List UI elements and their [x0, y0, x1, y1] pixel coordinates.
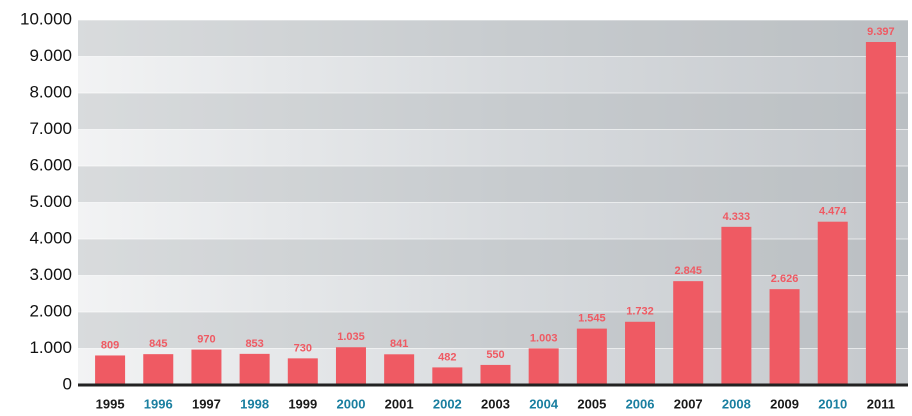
- x-tick-label: 1995: [96, 396, 125, 411]
- bar: [866, 42, 896, 385]
- value-label: 2.626: [771, 273, 799, 285]
- grid-band: [78, 20, 908, 57]
- y-tick-label: 0: [63, 374, 72, 393]
- x-tick-label: 1997: [192, 396, 221, 411]
- bar: [191, 350, 221, 385]
- bar: [288, 358, 318, 385]
- value-label: 841: [390, 338, 408, 350]
- x-tick-label: 2010: [818, 396, 847, 411]
- x-tick-label: 2009: [770, 396, 799, 411]
- bar: [577, 329, 607, 385]
- bar: [529, 348, 559, 385]
- bar: [336, 347, 366, 385]
- bar: [95, 355, 125, 385]
- grid-band: [78, 166, 908, 203]
- value-label: 1.732: [626, 306, 654, 318]
- value-label: 9.397: [867, 26, 895, 38]
- value-label: 4.333: [723, 211, 751, 223]
- y-tick-label: 3.000: [29, 265, 72, 284]
- y-tick-label: 1.000: [29, 338, 72, 357]
- x-tick-label: 2002: [433, 396, 462, 411]
- bar: [240, 354, 270, 385]
- x-tick-label: 2011: [867, 396, 895, 411]
- chart: 0 1.000 2.000 3.000 4.000 5.000 6.000 7.000 8.00…: [0, 0, 912, 416]
- x-tick-label: 2001: [385, 396, 414, 411]
- y-tick-label: 10.000: [20, 9, 72, 28]
- grid-band: [78, 239, 908, 276]
- x-tick-label: 2004: [529, 396, 559, 411]
- bar: [721, 227, 751, 385]
- bar: [143, 354, 173, 385]
- value-label: 730: [294, 342, 312, 354]
- x-tick-label: 1999: [288, 396, 317, 411]
- x-tick-label: 2006: [626, 396, 655, 411]
- value-label: 4.474: [819, 206, 847, 218]
- grid-band: [78, 93, 908, 130]
- bar: [818, 222, 848, 385]
- bar: [770, 289, 800, 385]
- x-tick-label: 2005: [577, 396, 606, 411]
- x-tick-label: 2007: [674, 396, 703, 411]
- x-tick-label: 1998: [240, 396, 269, 411]
- value-label: 482: [438, 351, 456, 363]
- y-tick-label: 8.000: [29, 82, 72, 101]
- value-label: 809: [101, 339, 119, 351]
- value-label: 845: [149, 338, 167, 350]
- value-label: 2.845: [674, 265, 702, 277]
- bar: [625, 322, 655, 385]
- y-tick-label: 2.000: [29, 301, 72, 320]
- value-label: 970: [197, 334, 215, 346]
- x-tick-label: 2003: [481, 396, 510, 411]
- value-label: 550: [486, 349, 504, 361]
- value-label: 853: [245, 338, 263, 350]
- y-tick-label: 7.000: [29, 119, 72, 138]
- y-tick-label: 5.000: [29, 192, 72, 211]
- value-label: 1.035: [337, 331, 365, 343]
- y-tick-label: 4.000: [29, 228, 72, 247]
- bar: [673, 281, 703, 385]
- x-tick-label: 2008: [722, 396, 751, 411]
- value-label: 1.003: [530, 332, 558, 344]
- x-tick-label: 1996: [144, 396, 173, 411]
- bar: [384, 354, 414, 385]
- x-tick-label: 2000: [337, 396, 366, 411]
- y-tick-label: 6.000: [29, 155, 72, 174]
- bar: [481, 365, 511, 385]
- bar: [432, 367, 462, 385]
- value-label: 1.545: [578, 313, 606, 325]
- y-tick-label: 9.000: [29, 46, 72, 65]
